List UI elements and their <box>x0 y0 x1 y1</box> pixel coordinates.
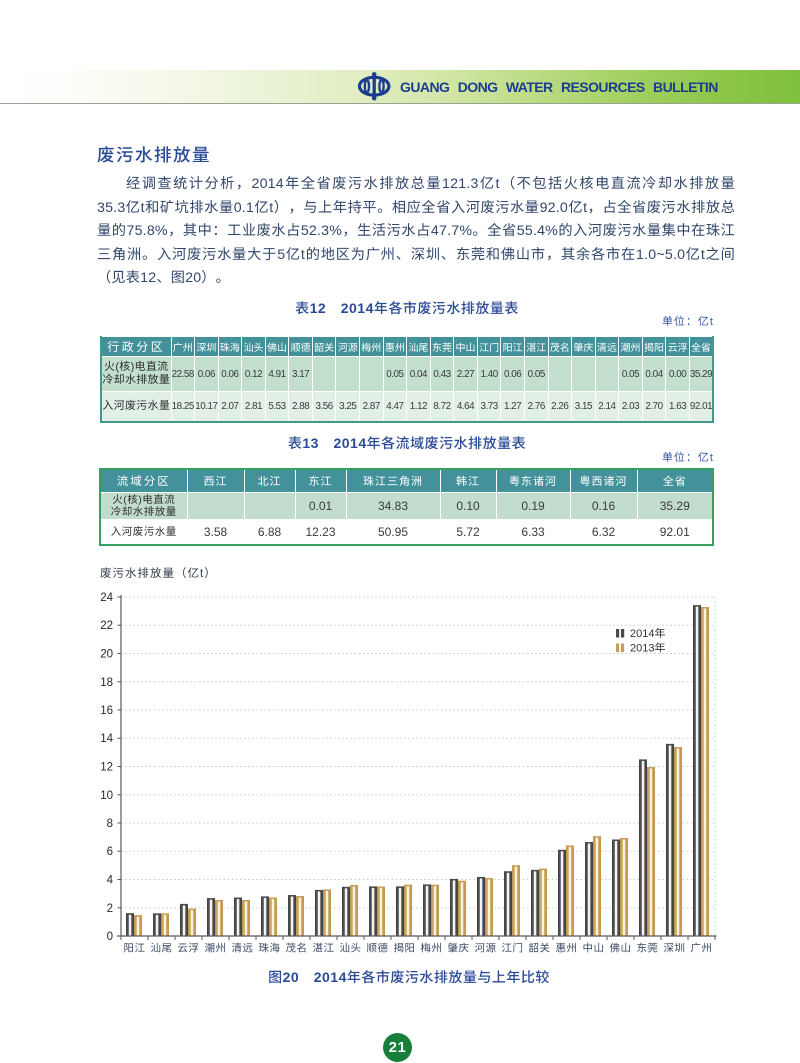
svg-text:东莞: 东莞 <box>637 943 659 955</box>
svg-text:22: 22 <box>100 620 113 632</box>
svg-text:18: 18 <box>100 677 113 689</box>
svg-text:14: 14 <box>100 733 113 745</box>
svg-text:汕头: 汕头 <box>340 943 362 955</box>
svg-text:揭阳: 揭阳 <box>394 943 416 955</box>
svg-text:清远: 清远 <box>232 943 254 955</box>
svg-text:韶关: 韶关 <box>529 943 551 955</box>
svg-text:4: 4 <box>107 875 114 887</box>
svg-text:佛山: 佛山 <box>610 943 632 955</box>
svg-text:16: 16 <box>100 705 113 717</box>
svg-text:10: 10 <box>100 790 113 802</box>
svg-text:2013年: 2013年 <box>630 642 665 655</box>
svg-text:12: 12 <box>100 762 113 774</box>
svg-text:中山: 中山 <box>583 943 605 955</box>
svg-text:6: 6 <box>107 846 113 858</box>
svg-text:2: 2 <box>107 903 113 915</box>
svg-text:湛江: 湛江 <box>313 943 335 955</box>
svg-text:肇庆: 肇庆 <box>448 943 470 955</box>
svg-text:茂名: 茂名 <box>286 943 308 955</box>
svg-text:深圳: 深圳 <box>664 943 686 955</box>
svg-text:汕尾: 汕尾 <box>151 943 173 955</box>
svg-text:8: 8 <box>107 818 113 830</box>
svg-text:广州: 广州 <box>691 943 713 955</box>
svg-text:阳江: 阳江 <box>124 943 146 955</box>
svg-text:梅州: 梅州 <box>421 943 443 955</box>
svg-text:云浮: 云浮 <box>178 943 200 955</box>
svg-text:24: 24 <box>100 592 113 604</box>
svg-text:20: 20 <box>100 649 113 661</box>
svg-text:惠州: 惠州 <box>556 943 578 955</box>
svg-text:潮州: 潮州 <box>205 943 227 955</box>
svg-text:2014年: 2014年 <box>630 627 665 640</box>
svg-text:珠海: 珠海 <box>259 943 281 955</box>
svg-text:河源: 河源 <box>475 943 497 955</box>
svg-text:0: 0 <box>107 931 113 943</box>
svg-text:废污水排放量（亿t）: 废污水排放量（亿t） <box>100 567 217 580</box>
svg-text:顺德: 顺德 <box>367 943 389 955</box>
svg-text:江门: 江门 <box>502 943 524 955</box>
